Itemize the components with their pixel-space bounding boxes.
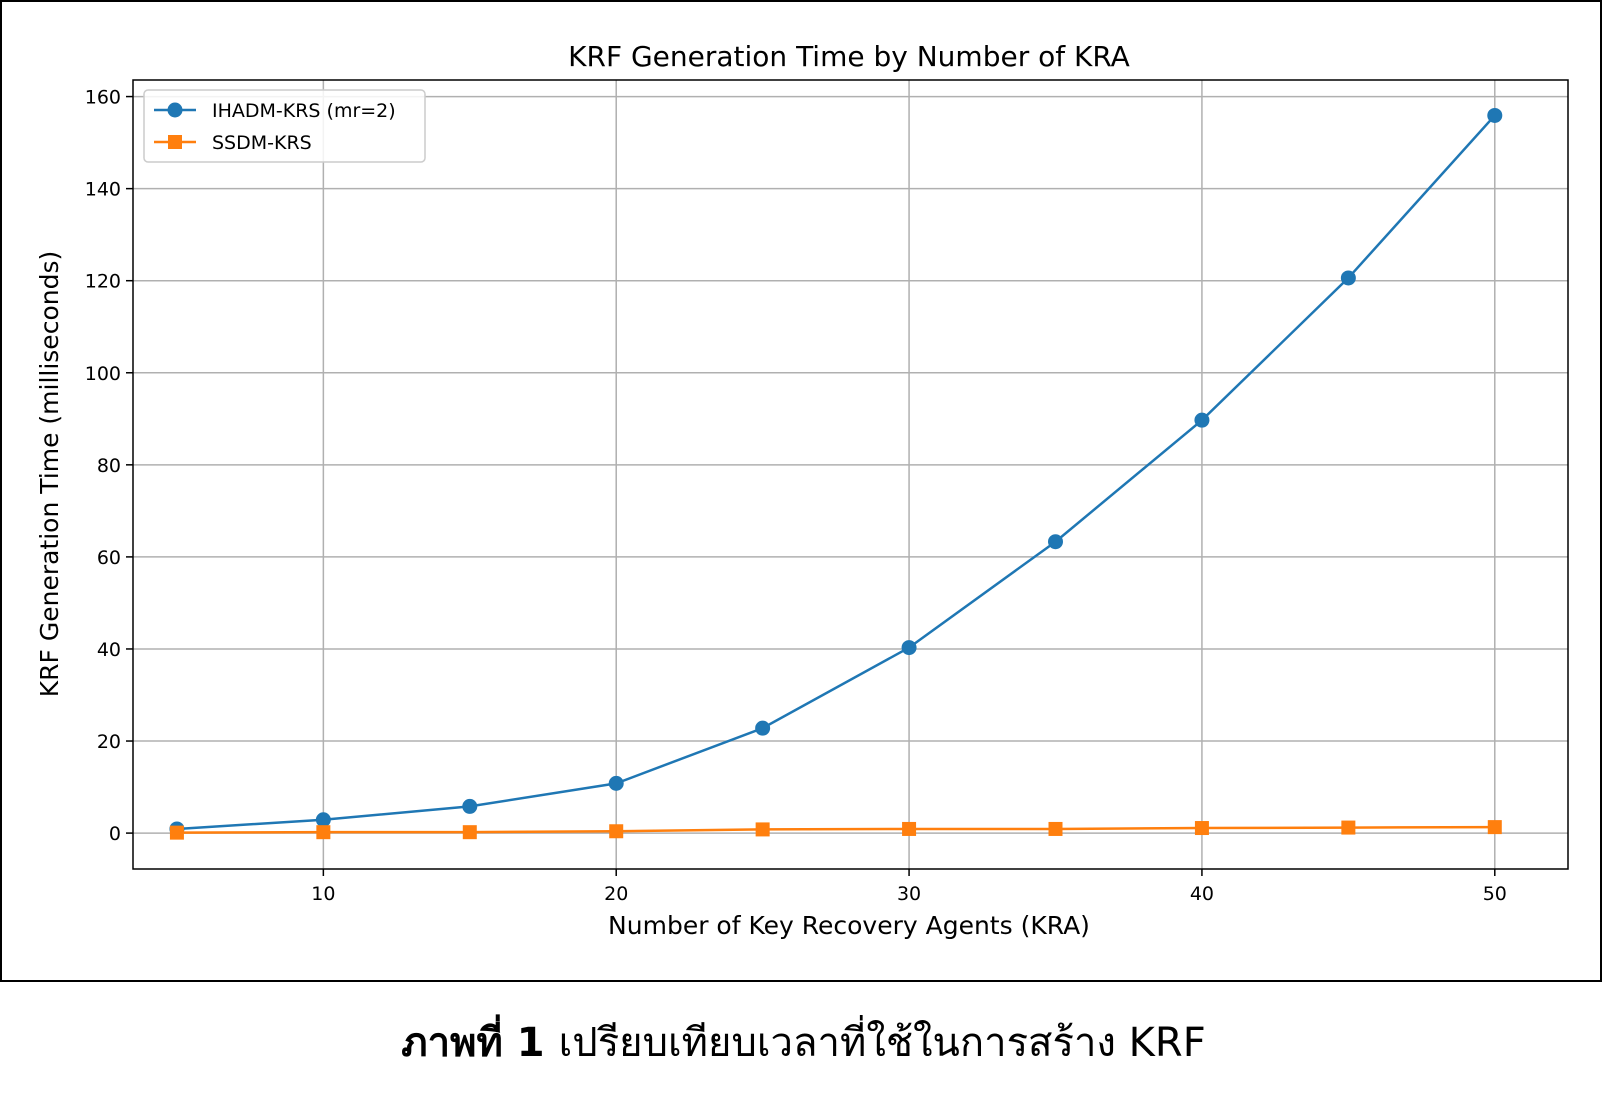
figure-frame	[0, 0, 1602, 982]
chart-title: KRF Generation Time by Number of KRA	[568, 40, 1130, 73]
figure-caption: ภาพที่ 1 เปรียบเทียบเวลาที่ใช้ในการสร้าง …	[0, 1010, 1607, 1074]
data-point-square	[609, 824, 624, 839]
data-point-circle	[315, 812, 331, 828]
data-point-square	[316, 825, 331, 840]
data-point-circle	[1194, 412, 1210, 428]
x-tick-label: 20	[604, 883, 628, 905]
x-tick-label: 50	[1483, 883, 1507, 905]
legend-label: SSDM-KRS	[212, 132, 312, 154]
legend: IHADM-KRS (mr=2) SSDM-KRS	[143, 89, 426, 163]
data-point-circle	[1340, 270, 1356, 286]
x-tick-label: 30	[897, 883, 921, 905]
y-tick-label: 120	[85, 271, 121, 293]
data-point-circle	[1048, 534, 1063, 550]
data-point-circle	[755, 720, 771, 736]
series-layer	[169, 107, 1503, 840]
y-tick-label: 80	[97, 455, 121, 477]
data-point-circle	[462, 798, 478, 814]
y-tick-label: 100	[85, 363, 121, 385]
data-point-circle	[608, 775, 624, 791]
y-tick-label: 20	[97, 731, 121, 753]
data-point-circle	[901, 640, 917, 656]
x-tick-label: 10	[311, 883, 335, 905]
grid	[133, 80, 1568, 869]
legend-marker-square	[168, 135, 182, 149]
series-line-2	[176, 825, 1495, 834]
legend-box	[143, 89, 426, 163]
data-point-square	[1341, 820, 1356, 835]
axis-ticks: 10 20 30 40 50 0 20 40 60 80 100 120 140 160	[85, 87, 1507, 905]
line-chart: KRF Generation Time by Number of KRA 10 2…	[35, 40, 1569, 940]
y-tick-label: 0	[109, 823, 121, 845]
data-point-square	[902, 821, 917, 836]
caption-label: ภาพที่ 1	[401, 1020, 545, 1066]
data-point-square	[755, 822, 770, 837]
y-tick-label: 160	[85, 87, 121, 109]
data-point-square	[169, 825, 184, 840]
data-point-circle	[1487, 107, 1503, 123]
data-point-square	[1048, 821, 1063, 836]
legend-marker-circle	[167, 102, 183, 118]
y-axis-label: KRF Generation Time (milliseconds)	[35, 251, 64, 697]
data-point-square	[1487, 820, 1502, 835]
y-tick-label: 140	[85, 179, 121, 201]
x-axis-label: Number of Key Recovery Agents (KRA)	[608, 911, 1090, 940]
y-tick-label: 40	[97, 639, 121, 661]
caption-text: เปรียบเทียบเวลาที่ใช้ในการสร้าง KRF	[558, 1020, 1206, 1066]
x-tick-label: 40	[1190, 883, 1214, 905]
data-point-square	[462, 825, 477, 840]
data-point-square	[1194, 821, 1209, 836]
plot-area-frame	[132, 79, 1569, 870]
y-tick-label: 60	[97, 547, 121, 569]
legend-label: IHADM-KRS (mr=2)	[212, 100, 396, 122]
series-line-1	[176, 114, 1496, 831]
